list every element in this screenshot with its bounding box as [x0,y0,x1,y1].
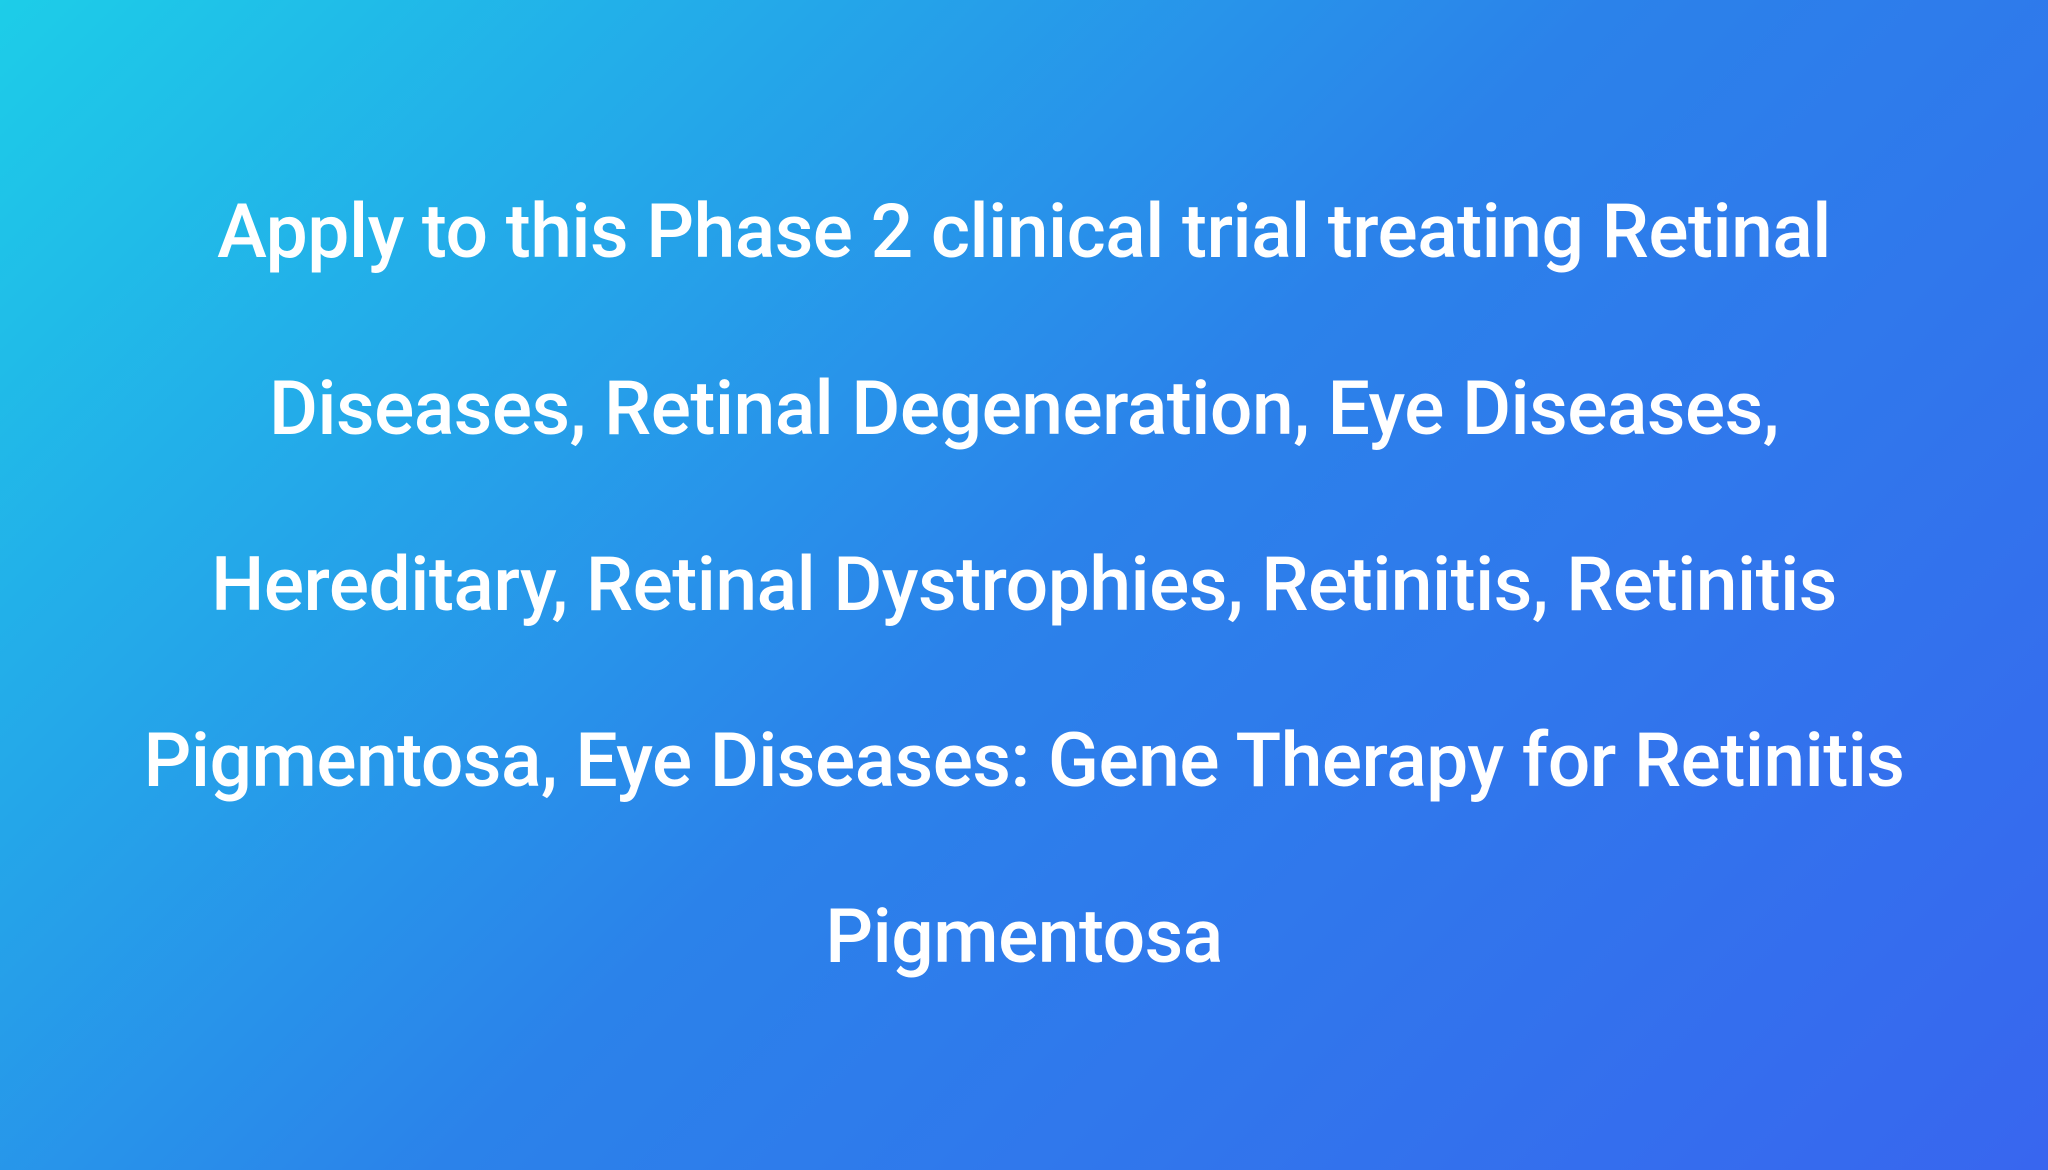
document-body-text: Apply to this Phase 2 clinical trial tre… [0,144,2048,1025]
